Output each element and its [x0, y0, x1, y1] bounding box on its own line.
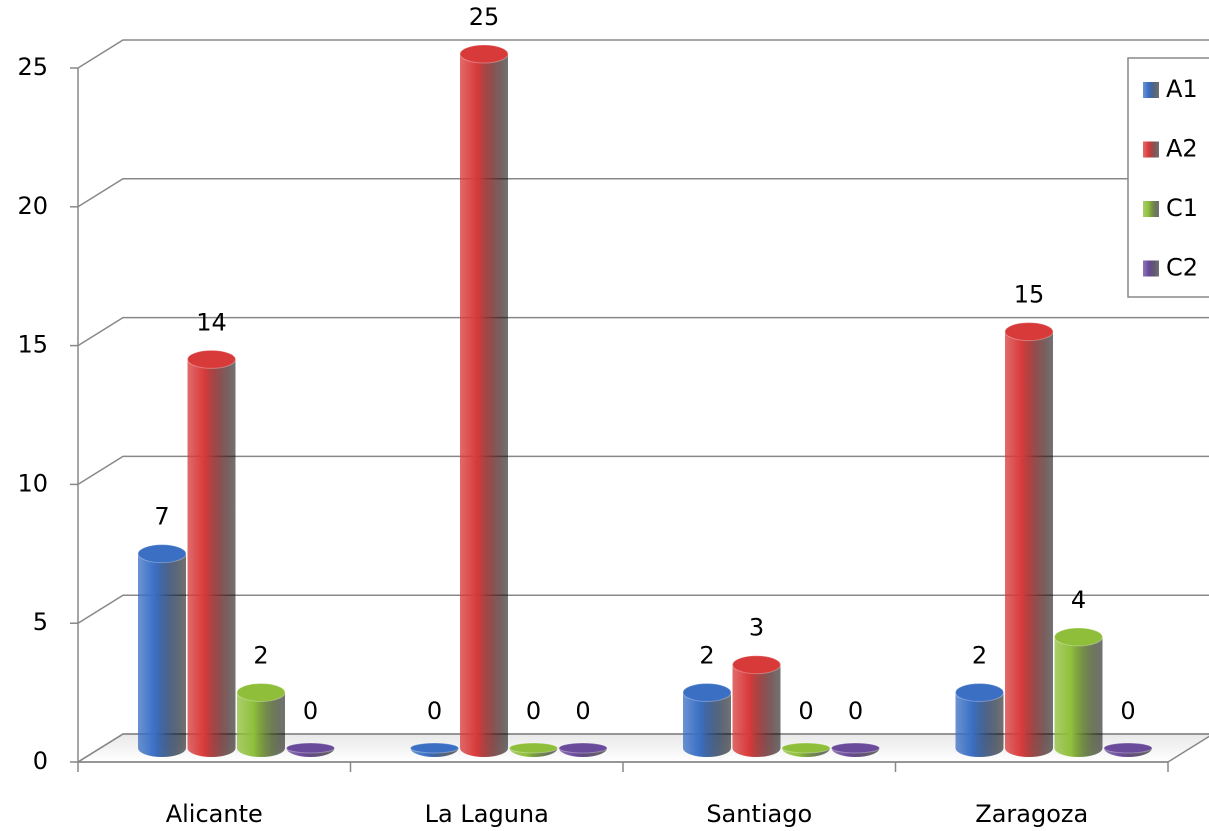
y-tick-label: 5: [33, 608, 48, 636]
x-tick-label: Santiago: [706, 800, 812, 828]
legend-label: A1: [1166, 75, 1198, 103]
x-tick-label: La Laguna: [425, 800, 549, 828]
data-label: 4: [1071, 586, 1086, 614]
y-tick-label: 10: [17, 469, 48, 497]
bar: [955, 692, 1004, 757]
bar: [138, 553, 186, 757]
bar-top: [286, 742, 335, 754]
grid-line: [77, 178, 1209, 208]
x-tick-label: Alicante: [166, 800, 263, 828]
bar-top: [1004, 322, 1054, 342]
y-tick-label: 25: [17, 53, 48, 81]
data-label: 0: [798, 697, 813, 725]
legend-swatch: [1143, 141, 1159, 158]
legend-label: C1: [1166, 194, 1198, 222]
bar: [732, 664, 781, 757]
data-label: 0: [526, 697, 541, 725]
bar: [1005, 331, 1053, 757]
bar-top: [1103, 742, 1153, 754]
data-label: 0: [1120, 697, 1135, 725]
data-label: 2: [699, 641, 714, 669]
legend-swatch: [1143, 201, 1159, 217]
bar-top: [137, 544, 187, 564]
bar-top: [955, 682, 1004, 702]
legend-box: [1127, 57, 1209, 298]
bar-top: [410, 742, 459, 754]
data-label: 7: [154, 503, 169, 531]
legend-label: C2: [1166, 254, 1198, 282]
bar: [187, 359, 236, 757]
bar-top: [509, 742, 558, 754]
bar-top: [831, 742, 880, 754]
bar-top: [187, 349, 236, 369]
data-label: 0: [427, 697, 442, 725]
bar-top: [781, 742, 831, 754]
x-tick-label: Zaragoza: [975, 800, 1088, 828]
y-tick-label: 15: [17, 331, 48, 359]
y-tick-label: 0: [33, 747, 48, 775]
data-label: 0: [575, 697, 590, 725]
bar-top: [682, 682, 732, 702]
grid-line: [77, 455, 1209, 486]
data-label: 25: [469, 3, 500, 31]
grid-line: [77, 733, 1209, 763]
legend-label: A2: [1166, 135, 1198, 163]
bar: [1054, 636, 1103, 757]
bar: [460, 54, 508, 757]
data-label: 3: [749, 614, 764, 642]
legend-swatch: [1143, 82, 1159, 98]
bar-top: [732, 655, 781, 675]
data-label: 14: [196, 308, 227, 336]
grid-line: [77, 594, 1209, 624]
grid-line: [77, 39, 1209, 69]
bar-top: [558, 742, 608, 754]
data-label: 15: [1014, 281, 1045, 309]
bar-top: [459, 44, 509, 64]
y-tick-label: 20: [17, 192, 48, 220]
grid-line: [77, 316, 1209, 347]
bar: [683, 692, 731, 757]
data-label: 0: [848, 697, 863, 725]
bar-top: [1054, 627, 1103, 647]
bar-top: [236, 682, 286, 702]
bar: [237, 692, 285, 757]
legend-swatch: [1143, 260, 1159, 277]
data-label: 2: [253, 641, 268, 669]
data-label: 2: [972, 641, 987, 669]
data-label: 0: [303, 697, 318, 725]
